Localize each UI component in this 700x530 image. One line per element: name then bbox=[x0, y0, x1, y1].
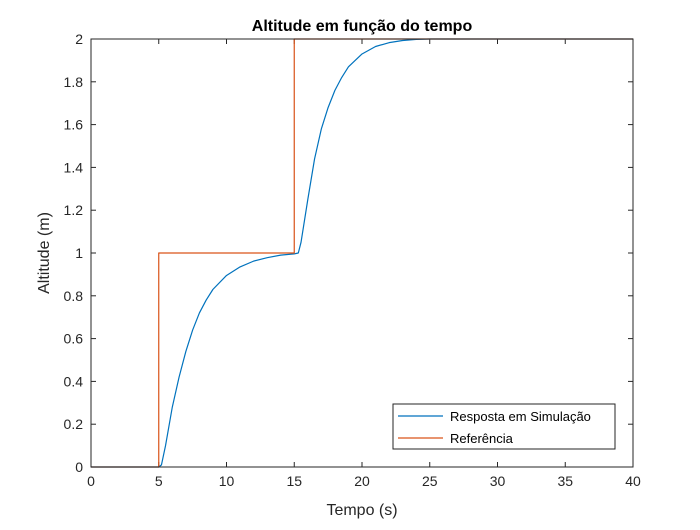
legend: Resposta em Simulação Referência bbox=[392, 403, 616, 450]
y-tick-label: 0.6 bbox=[64, 331, 84, 347]
y-tick-label: 1.2 bbox=[64, 202, 84, 218]
x-tick-label: 35 bbox=[557, 473, 573, 489]
x-axis-label: Tempo (s) bbox=[326, 502, 397, 519]
legend-label-referencia: Referência bbox=[450, 431, 514, 446]
series-line-resposta bbox=[91, 38, 633, 468]
x-tick-labels: 0 5 10 15 20 25 30 35 40 bbox=[87, 473, 641, 489]
x-tick-label: 25 bbox=[422, 473, 438, 489]
legend-box bbox=[392, 403, 616, 450]
legend-label-resposta: Resposta em Simulação bbox=[450, 409, 591, 424]
y-tick-label: 0 bbox=[75, 459, 83, 475]
y-tick-label: 0.4 bbox=[64, 373, 84, 389]
chart-title: Altitude em função do tempo bbox=[252, 18, 473, 35]
y-tick-labels: 0 0.2 0.4 0.6 0.8 1 1.2 1.4 1.6 1.8 2 bbox=[64, 31, 84, 475]
y-axis-label: Altitude (m) bbox=[36, 212, 53, 294]
y-tick-label: 1.4 bbox=[64, 159, 84, 175]
x-tick-label: 30 bbox=[490, 473, 506, 489]
y-tick-label: 0.2 bbox=[64, 416, 84, 432]
x-tick-label: 10 bbox=[219, 473, 235, 489]
x-tick-label: 20 bbox=[354, 473, 370, 489]
x-tick-label: 5 bbox=[155, 473, 163, 489]
y-tick-label: 2 bbox=[75, 31, 83, 47]
x-tick-label: 15 bbox=[286, 473, 302, 489]
plot-frame bbox=[90, 38, 634, 468]
y-tick-label: 0.8 bbox=[64, 288, 84, 304]
x-tick-label: 40 bbox=[625, 473, 641, 489]
y-tick-label: 1 bbox=[75, 245, 83, 261]
y-tick-label: 1.6 bbox=[64, 117, 84, 133]
y-tick-label: 1.8 bbox=[64, 74, 84, 90]
x-tick-label: 0 bbox=[87, 473, 95, 489]
